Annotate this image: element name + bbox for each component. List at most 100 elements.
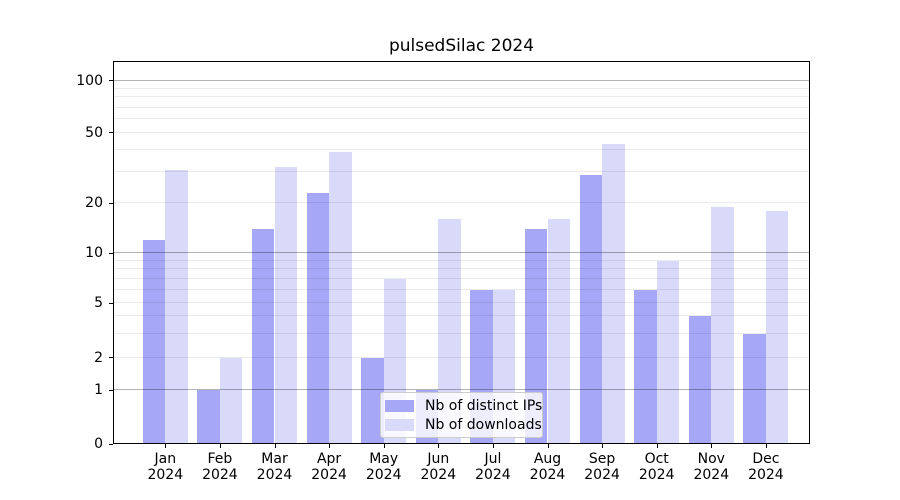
x-tick-label-mar: Mar 2024 — [247, 451, 303, 483]
x-tick-label-nov: Nov 2024 — [683, 451, 739, 483]
bar-ips-sep — [579, 174, 603, 444]
x-tick-year: 2024 — [693, 467, 730, 483]
x-tick-mark-nov — [711, 444, 713, 448]
plot-area — [113, 61, 810, 444]
x-tick-year: 2024 — [748, 467, 784, 483]
gridline-minor-5 — [113, 302, 810, 303]
x-tick-year: 2024 — [420, 467, 457, 483]
x-tick-month: May — [369, 451, 399, 467]
gridline-minor-80 — [113, 96, 810, 98]
y-tick-mark-5 — [109, 302, 113, 304]
x-tick-label-aug: Aug 2024 — [520, 451, 576, 483]
x-tick-label-may: May 2024 — [356, 451, 412, 483]
x-tick-mark-mar — [274, 444, 276, 448]
x-tick-year: 2024 — [311, 467, 347, 483]
x-tick-year: 2024 — [202, 467, 238, 483]
gridline-minor-4 — [113, 315, 810, 317]
y-tick-mark-2 — [109, 357, 113, 359]
legend-label-downloads: Nb of downloads — [425, 416, 542, 433]
chart-title: pulsedSilac 2024 — [388, 36, 535, 56]
bar-downloads-aug — [547, 219, 571, 444]
y-tick-label-1: 1 — [94, 382, 103, 398]
bar-ips-mar — [251, 228, 275, 444]
gridline-minor-70 — [113, 106, 810, 108]
bar-downloads-mar — [274, 167, 298, 444]
x-tick-month: Sep — [588, 451, 616, 467]
gridline-minor-3 — [113, 332, 810, 334]
x-tick-month: Nov — [697, 451, 725, 467]
bar-ips-nov — [688, 316, 712, 444]
gridline-major-1 — [113, 389, 810, 390]
gridline-minor-60 — [113, 118, 810, 119]
gridline-minor-20 — [113, 202, 810, 204]
y-tick-label-10: 10 — [85, 245, 103, 261]
x-tick-label-dec: Dec 2024 — [738, 451, 794, 483]
y-tick-mark-10 — [109, 252, 113, 254]
legend-label-distinct-ips: Nb of distinct IPs — [425, 397, 543, 414]
legend-item-distinct-ips: Nb of distinct IPs — [385, 397, 543, 414]
bar-ips-jan — [142, 239, 166, 444]
bar-ips-oct — [634, 289, 657, 444]
x-tick-mark-dec — [765, 444, 767, 448]
gridline-minor-7 — [113, 277, 810, 279]
x-tick-month: Dec — [752, 451, 780, 467]
bar-downloads-nov — [711, 207, 734, 444]
x-tick-month: Apr — [316, 451, 342, 467]
x-tick-mark-feb — [219, 444, 221, 448]
x-tick-label-jan: Jan 2024 — [137, 451, 193, 483]
x-tick-mark-jul — [492, 444, 494, 448]
y-tick-label-0: 0 — [94, 436, 103, 452]
gridline-minor-50 — [113, 131, 810, 133]
legend-swatch-downloads — [385, 418, 414, 431]
x-tick-mark-jan — [165, 444, 167, 448]
x-tick-month: Mar — [261, 451, 288, 467]
y-tick-mark-1 — [109, 389, 113, 391]
gridline-minor-6 — [113, 288, 810, 290]
bar-downloads-feb — [219, 357, 243, 444]
bar-ips-aug — [524, 228, 548, 444]
y-tick-mark-50 — [109, 132, 113, 134]
x-tick-label-jun: Jun 2024 — [410, 451, 466, 483]
bar-downloads-oct — [656, 260, 680, 444]
x-tick-mark-jun — [438, 444, 440, 448]
x-tick-year: 2024 — [365, 467, 402, 483]
x-tick-month: Feb — [207, 451, 233, 467]
y-tick-label-50: 50 — [85, 124, 103, 141]
x-tick-year: 2024 — [475, 467, 511, 483]
gridline-minor-40 — [113, 148, 810, 150]
gridline-major-10 — [113, 252, 810, 253]
x-tick-year: 2024 — [584, 467, 620, 483]
x-tick-month: Jan — [154, 451, 177, 467]
x-tick-month: Aug — [533, 451, 562, 467]
legend: Nb of distinct IPs Nb of downloads — [380, 392, 543, 438]
x-tick-month: Oct — [644, 451, 669, 467]
gridline-minor-9 — [113, 259, 810, 261]
x-tick-mark-oct — [656, 444, 658, 448]
x-tick-mark-may — [383, 444, 385, 448]
gridline-minor-8 — [113, 268, 810, 270]
bar-downloads-jun — [438, 219, 461, 444]
bar-ips-feb — [197, 390, 220, 444]
x-tick-mark-apr — [329, 444, 331, 448]
bar-downloads-jan — [165, 169, 188, 444]
y-tick-mark-100 — [109, 80, 113, 82]
y-tick-mark-20 — [109, 202, 113, 204]
gridline-minor-90 — [113, 87, 810, 89]
legend-item-downloads: Nb of downloads — [385, 416, 542, 433]
y-tick-label-5: 5 — [94, 295, 103, 311]
x-tick-label-sep: Sep 2024 — [574, 451, 630, 483]
x-tick-month: Jul — [484, 451, 502, 467]
gridline-major-100 — [113, 79, 810, 81]
bar-downloads-apr — [329, 151, 352, 444]
gridline-minor-30 — [113, 171, 810, 173]
y-tick-label-20: 20 — [85, 195, 103, 212]
y-tick-mark-0 — [109, 443, 113, 445]
bar-ips-may — [361, 357, 384, 444]
x-tick-mark-aug — [547, 444, 549, 448]
bar-downloads-sep — [602, 144, 625, 444]
x-tick-year: 2024 — [147, 467, 184, 483]
x-tick-month: Jun — [427, 451, 450, 467]
x-tick-label-apr: Apr 2024 — [301, 451, 357, 483]
x-tick-year: 2024 — [529, 467, 566, 483]
legend-swatch-distinct-ips — [385, 399, 414, 412]
